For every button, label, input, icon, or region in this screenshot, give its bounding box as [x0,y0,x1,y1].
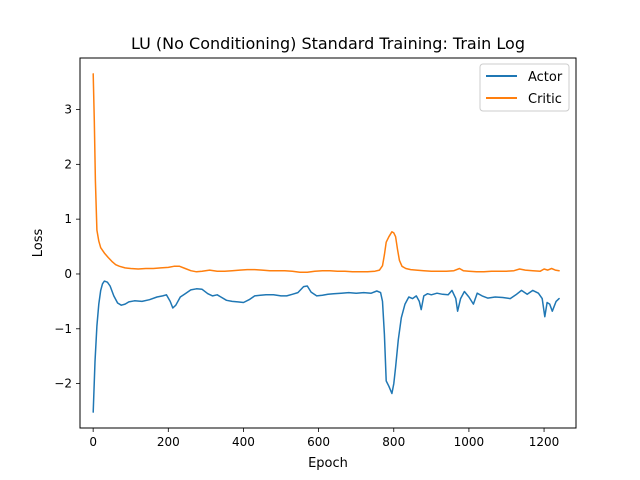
legend: Actor Critic [479,63,570,112]
series-line-critic [92,73,560,274]
x-tick-label: 800 [382,435,405,449]
y-tick-label: −2 [54,377,72,391]
y-axis-label: Loss [31,229,46,258]
x-axis-label: Epoch [308,456,348,471]
y-tick-label: −1 [54,322,72,336]
y-axis: −2 −1 0 1 2 3 [54,103,80,391]
series-line-actor [92,280,560,413]
plot-area [92,73,560,413]
x-axis: 0 200 400 600 800 1000 1200 [89,428,559,449]
y-tick-label: 3 [64,103,72,117]
axes-frame [79,57,577,429]
y-tick-label: 0 [64,267,72,281]
x-tick-label: 600 [307,435,330,449]
chart-title: LU (No Conditioning) Standard Training: … [131,34,525,53]
y-tick-label: 1 [64,212,72,226]
legend-label-critic: Critic [528,92,562,107]
x-tick-label: 400 [232,435,255,449]
x-tick-label: 1000 [454,435,485,449]
y-tick-label: 2 [64,157,72,171]
x-tick-label: 0 [89,435,97,449]
x-tick-label: 1200 [529,435,560,449]
legend-label-actor: Actor [528,70,563,85]
x-tick-label: 200 [157,435,180,449]
